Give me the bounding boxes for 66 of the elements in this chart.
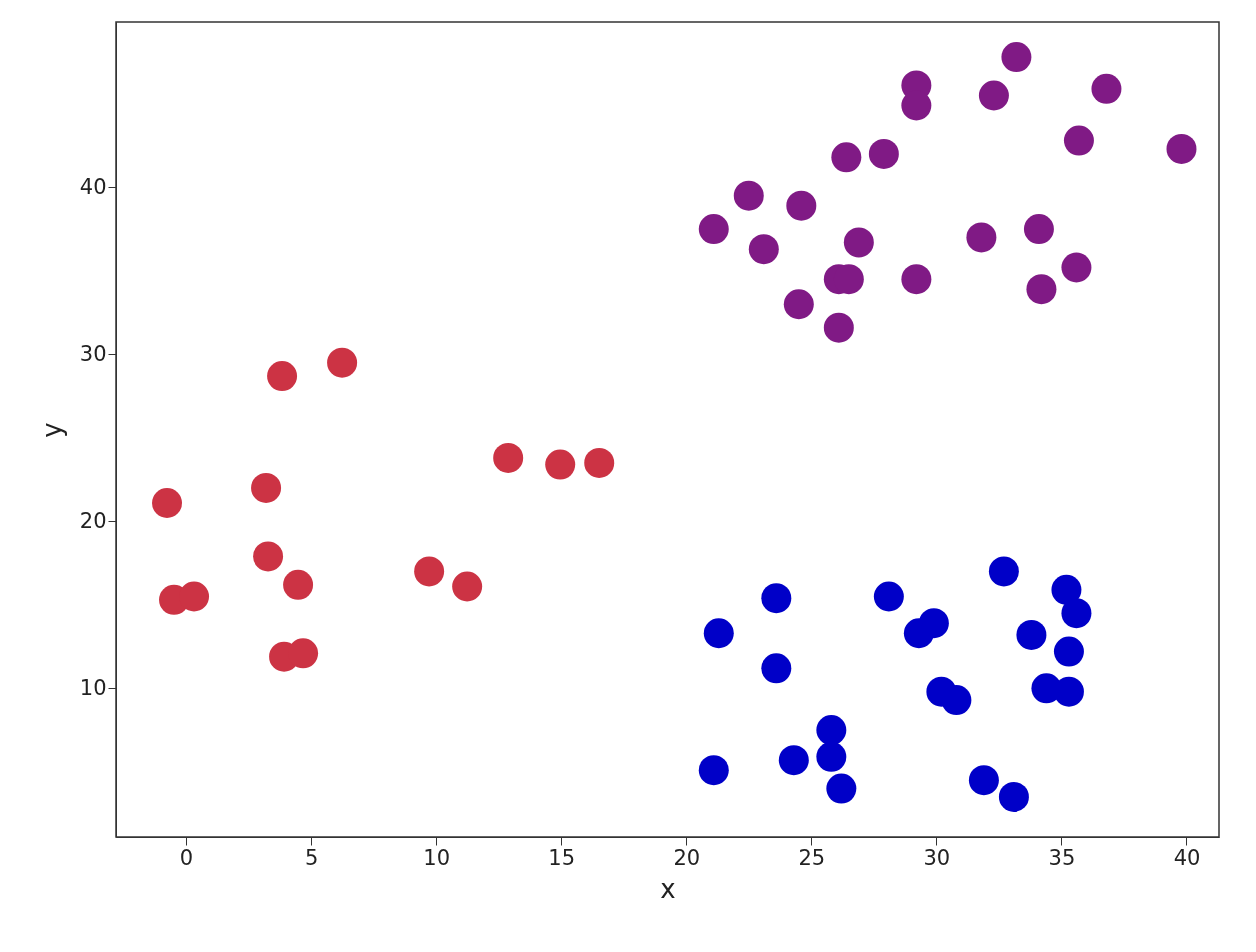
- point: [1051, 574, 1082, 605]
- point: [843, 227, 874, 258]
- point: [1016, 619, 1047, 650]
- y-axis-title: y: [36, 422, 67, 438]
- point: [783, 289, 814, 320]
- point: [1063, 125, 1094, 156]
- y-tick-label: 30: [79, 341, 107, 366]
- x-tick-label: 35: [1048, 845, 1076, 870]
- point: [786, 190, 817, 221]
- x-tick-label: 15: [548, 845, 576, 870]
- x-axis-title: x: [660, 873, 676, 904]
- point: [1053, 636, 1084, 667]
- point: [873, 581, 904, 612]
- point: [1001, 42, 1032, 73]
- x-tick-label: 0: [179, 845, 194, 870]
- point: [545, 449, 576, 480]
- point: [816, 715, 847, 746]
- point: [493, 442, 524, 473]
- point: [584, 447, 615, 478]
- x-tick-label: 30: [923, 845, 951, 870]
- point: [179, 581, 210, 612]
- point: [966, 222, 997, 253]
- y-tick-label: 40: [79, 174, 107, 199]
- point: [968, 765, 999, 796]
- point: [823, 312, 854, 343]
- point: [733, 180, 764, 211]
- x-tick-label: 10: [423, 845, 451, 870]
- point: [918, 608, 949, 639]
- y-tick-label: 10: [79, 675, 107, 700]
- point: [698, 214, 729, 245]
- x-tick-label: 25: [798, 845, 826, 870]
- point: [868, 138, 899, 169]
- point: [267, 361, 298, 392]
- point: [698, 755, 729, 786]
- point: [978, 80, 1009, 111]
- point: [288, 638, 319, 669]
- point: [901, 264, 932, 295]
- point: [283, 569, 314, 600]
- point: [1023, 214, 1054, 245]
- x-tick-label: 20: [673, 845, 701, 870]
- point: [998, 781, 1029, 812]
- point: [1053, 676, 1084, 707]
- point: [761, 583, 792, 614]
- point: [1166, 133, 1197, 164]
- point: [826, 773, 857, 804]
- x-tick-label: 40: [1173, 845, 1201, 870]
- point: [816, 741, 847, 772]
- point: [251, 472, 282, 503]
- point: [1061, 252, 1092, 283]
- point: [703, 618, 734, 649]
- point: [253, 541, 284, 572]
- point: [1026, 274, 1057, 305]
- point: [831, 142, 862, 173]
- point: [452, 571, 483, 602]
- point: [748, 234, 779, 265]
- point: [941, 685, 972, 716]
- point: [414, 556, 445, 587]
- point: [761, 653, 792, 684]
- point: [778, 745, 809, 776]
- y-tick-label: 20: [79, 508, 107, 533]
- point: [1061, 598, 1092, 629]
- point: [327, 347, 358, 378]
- x-tick-label: 5: [304, 845, 319, 870]
- point: [988, 556, 1019, 587]
- point: [152, 488, 183, 518]
- point: [1091, 73, 1122, 104]
